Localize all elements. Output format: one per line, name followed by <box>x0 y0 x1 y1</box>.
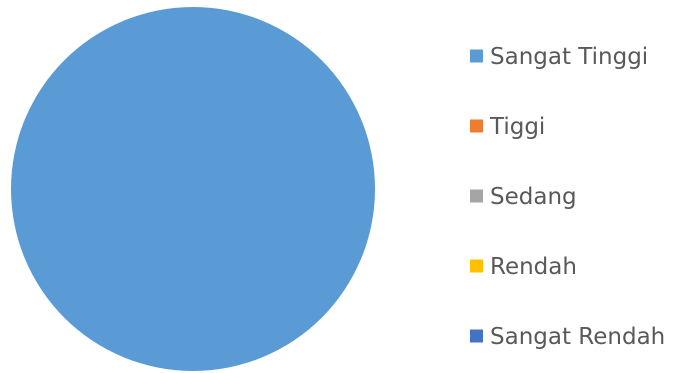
legend-item-sedang: Sedang <box>470 184 577 210</box>
legend-swatch <box>470 329 483 343</box>
legend-item-sangat-tinggi: Sangat Tinggi <box>470 44 648 70</box>
legend-swatch <box>470 259 483 273</box>
legend-item-rendah: Rendah <box>470 254 577 280</box>
legend-swatch <box>470 49 483 63</box>
chart-legend: Sangat Tinggi Tiggi Sedang Rendah Sangat Ren… <box>470 44 665 350</box>
legend-item-sangat-rendah: Sangat Rendah <box>470 324 665 350</box>
legend-label: Sangat Rendah <box>490 324 665 350</box>
legend-swatch <box>470 119 483 133</box>
legend-label: Rendah <box>490 254 577 280</box>
pie-slice-sangat-tinggi <box>11 7 375 371</box>
legend-label: Sangat Tinggi <box>490 44 648 70</box>
pie-slices <box>11 7 375 371</box>
legend-swatch <box>470 189 483 203</box>
legend-item-tiggi: Tiggi <box>470 114 545 140</box>
legend-label: Sedang <box>490 184 577 210</box>
legend-label: Tiggi <box>489 114 545 140</box>
